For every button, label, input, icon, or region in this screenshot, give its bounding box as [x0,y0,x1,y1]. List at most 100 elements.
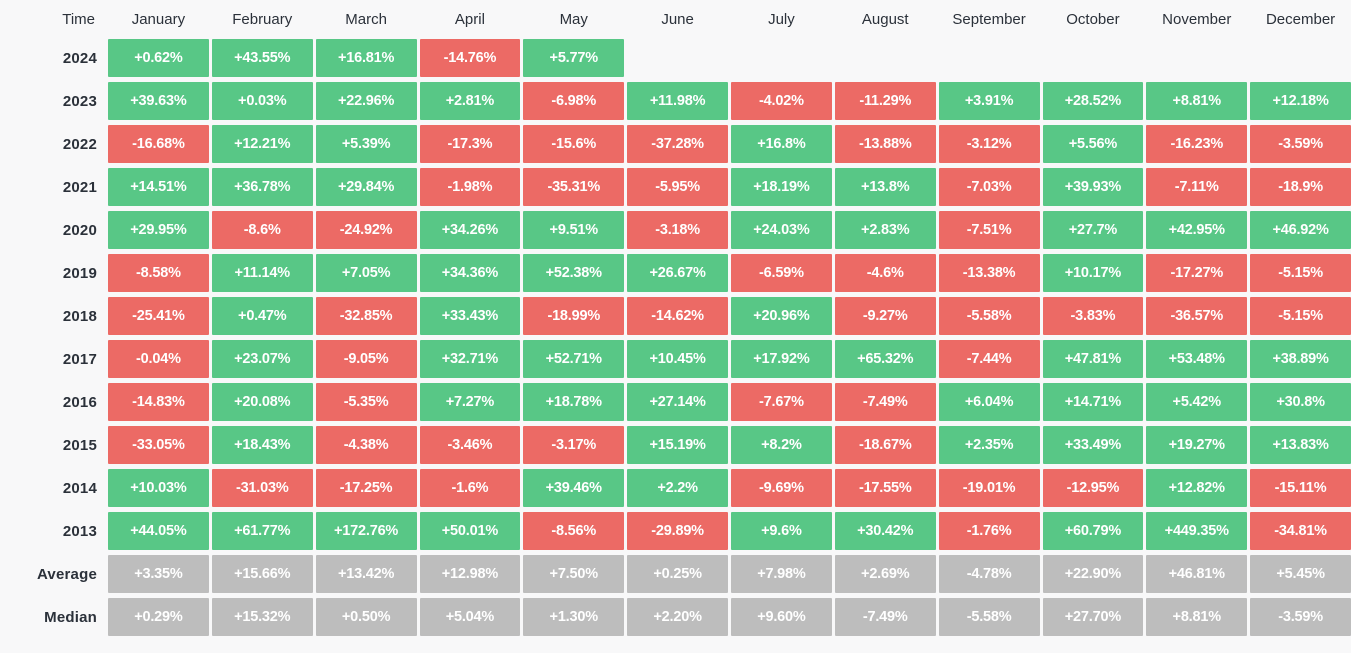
return-cell: +2.81% [419,82,521,120]
month-header-may: May [559,11,588,28]
return-cell: +53.48% [1146,340,1248,378]
return-cell: -13.88% [834,125,936,163]
row-label: 2016 [62,393,97,411]
table-header-row: Time January February March April May June July… [0,4,1351,35]
return-cell: +7.50% [523,555,625,593]
empty-cell [835,39,936,77]
return-cell: -15.11% [1250,469,1351,507]
return-cell: +17.92% [731,340,832,378]
month-header-december: December [1265,11,1336,28]
return-cell: -17.55% [834,469,936,507]
row-label: 2024 [62,49,97,67]
table-row-2022: 2022 -16.68% +12.21% +5.39% -17.3% -15.6% -37.… [0,125,1351,163]
return-cell: -17.3% [419,125,521,163]
table-row-2013: 2013 +44.05% +61.77% +172.76% +50.01% -8.56% -… [0,512,1351,550]
time-header: Time [62,11,95,28]
return-cell: -29.89% [627,512,728,550]
return-cell: +15.19% [627,426,728,464]
return-cell: -5.58% [938,598,1040,636]
return-cell: +5.04% [419,598,521,636]
return-cell: -4.02% [731,82,832,120]
return-cell: +43.55% [211,39,313,77]
return-cell: +33.49% [1042,426,1144,464]
return-cell: +19.27% [1146,426,1248,464]
return-cell: +22.90% [1042,555,1144,593]
return-cell: +3.35% [108,555,209,593]
row-label: 2022 [62,135,97,153]
return-cell: +8.81% [1146,598,1248,636]
return-cell: -3.17% [523,426,625,464]
empty-cell [627,39,728,77]
return-cell: +60.79% [1042,512,1144,550]
return-cell: -7.03% [938,168,1040,206]
row-label: 2017 [62,350,97,368]
return-cell: +10.17% [1042,254,1144,292]
month-header-november: November [1162,11,1232,28]
return-cell: -7.67% [731,383,832,421]
return-cell: -14.62% [627,297,728,335]
return-cell: +30.8% [1250,383,1351,421]
month-header-march: March [345,11,387,28]
return-cell: -18.99% [523,297,625,335]
return-cell: -5.95% [627,168,728,206]
return-cell: +5.77% [523,39,625,77]
return-cell: +18.78% [523,383,625,421]
row-label: 2013 [62,522,97,540]
return-cell: +26.67% [627,254,728,292]
return-cell: -14.76% [419,39,521,77]
return-cell: +8.81% [1146,82,1248,120]
row-label: Average [36,565,97,583]
return-cell: +32.71% [419,340,521,378]
return-cell: -19.01% [938,469,1040,507]
return-cell: -25.41% [108,297,209,335]
return-cell: -7.11% [1146,168,1248,206]
return-cell: +13.8% [834,168,936,206]
return-cell: +6.04% [938,383,1040,421]
return-cell: +34.36% [419,254,521,292]
return-cell: +2.2% [627,469,728,507]
return-cell: +8.2% [731,426,832,464]
month-header-january: January [131,11,186,28]
return-cell: -4.6% [834,254,936,292]
table-row-2019: 2019 -8.58% +11.14% +7.05% +34.36% +52.38% +26… [0,254,1351,292]
return-cell: -14.83% [108,383,209,421]
return-cell: -1.76% [938,512,1040,550]
return-cell: -4.78% [938,555,1040,593]
return-cell: +46.81% [1146,555,1248,593]
return-cell: +39.93% [1042,168,1144,206]
return-cell: +7.27% [419,383,521,421]
empty-cell [1043,39,1144,77]
return-cell: -24.92% [315,211,417,249]
row-label: 2023 [62,92,97,110]
return-cell: -6.59% [731,254,832,292]
return-cell: -3.59% [1250,598,1351,636]
return-cell: +39.63% [108,82,209,120]
return-cell: +449.35% [1146,512,1248,550]
return-cell: +29.84% [315,168,417,206]
return-cell: +34.26% [419,211,521,249]
return-cell: +0.03% [211,82,313,120]
table-row-2016: 2016 -14.83% +20.08% -5.35% +7.27% +18.78% +27… [0,383,1351,421]
return-cell: +0.47% [211,297,313,335]
return-cell: -17.27% [1146,254,1248,292]
return-cell: +22.96% [315,82,417,120]
return-cell: -3.18% [627,211,728,249]
return-cell: -37.28% [627,125,728,163]
return-cell: -34.81% [1250,512,1351,550]
table-row-2014: 2014 +10.03% -31.03% -17.25% -1.6% +39.46% +2.… [0,469,1351,507]
return-cell: -4.38% [315,426,417,464]
return-cell: +15.32% [211,598,313,636]
return-cell: +16.81% [315,39,417,77]
return-cell: -5.15% [1250,297,1351,335]
return-cell: +13.42% [315,555,417,593]
empty-cell [731,39,832,77]
month-header-october: October [1066,11,1120,28]
return-cell: -7.51% [938,211,1040,249]
return-cell: -3.59% [1250,125,1351,163]
return-cell: +39.46% [523,469,625,507]
row-label: 2021 [62,178,97,196]
return-cell: -15.6% [523,125,625,163]
return-cell: +10.03% [108,469,209,507]
return-cell: +0.25% [627,555,728,593]
return-cell: -12.95% [1042,469,1144,507]
